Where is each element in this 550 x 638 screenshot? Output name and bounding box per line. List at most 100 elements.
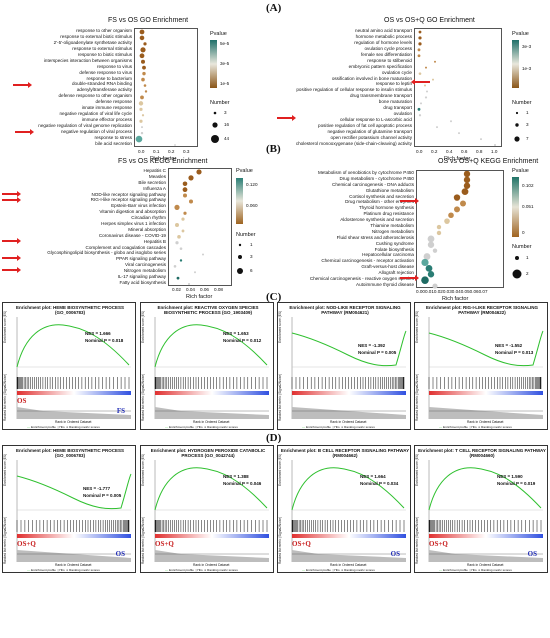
kegg1-number-title: Number bbox=[236, 232, 256, 238]
kegg2-term-label: Aldosterone synthesis and secretion bbox=[340, 217, 414, 223]
kegg2-term-label: Autoimmune thyroid disease bbox=[356, 281, 414, 287]
gsea-group-left: OS bbox=[17, 397, 27, 405]
go2-dot bbox=[417, 48, 421, 52]
kegg1-term-label: Measles bbox=[148, 173, 166, 179]
gsea-ylabel2: Ranked list metric (Signal2Noise) bbox=[141, 516, 145, 564]
kegg2-term-label: Drug metabolism - cytochrome P450 bbox=[339, 175, 414, 181]
go2-term-label: response to stilbenoid bbox=[367, 57, 412, 63]
go2-size-label: 3 bbox=[526, 122, 529, 127]
kegg2-arrow-glutathione bbox=[400, 197, 419, 204]
kegg2-dot bbox=[427, 271, 435, 278]
go2-size-label: 1 bbox=[526, 110, 529, 115]
gsea-legend-hits: Hits bbox=[334, 425, 340, 429]
go2-dot bbox=[417, 107, 421, 111]
gsea-legend-profile: Enrichment profile bbox=[168, 568, 194, 572]
gsea-xlabel: Rank in Ordered Dataset bbox=[467, 563, 504, 567]
gsea-pvalue: Nominal P = 0.019 bbox=[497, 481, 536, 486]
gsea-pvalue: Nominal P = 0.012 bbox=[223, 338, 262, 343]
go2-term-label: hormone metabolic process bbox=[355, 33, 412, 39]
gsea-chart bbox=[428, 317, 544, 419]
kegg1-term-label: Coronavirus disease - COVID-19 bbox=[98, 232, 166, 238]
go2-cbar-label: 1e-3 bbox=[522, 66, 532, 71]
go1-term-label: bile acid secretion bbox=[95, 140, 132, 146]
gsea-title: Enrichment plot: HEME BIOSYNTHETIC PROCE… bbox=[15, 448, 124, 459]
go2-dot bbox=[436, 126, 438, 129]
go2-dot bbox=[432, 78, 434, 81]
gsea-legend-ranking: Ranking metric scores bbox=[344, 425, 375, 429]
go2-number-title: Number bbox=[512, 100, 532, 106]
kegg2-term-label: Drug metabolism - other enzymes bbox=[345, 199, 414, 205]
gsea-legend-hits: Hits bbox=[334, 568, 340, 572]
gsea-legend-profile: Enrichment profile bbox=[442, 425, 468, 429]
go2-dot bbox=[424, 96, 428, 99]
go2-dot bbox=[418, 30, 422, 34]
kegg1-term-label: Hepatitis B bbox=[143, 238, 166, 244]
gsea-pvalue: Nominal P = 0.034 bbox=[360, 481, 399, 486]
kegg2-dots bbox=[421, 170, 471, 289]
gsea-ylabel2: Ranked list metric (Signal2Noise) bbox=[415, 516, 419, 564]
gsea-legend: — Enrichment profile | Hits ■ Ranking me… bbox=[439, 568, 512, 572]
kegg2-term-label: Thiamine metabolism bbox=[370, 223, 414, 229]
gsea-pvalue: Nominal P = 0.005 bbox=[83, 493, 122, 498]
kegg2-term-label: Thyroid hormone synthesis bbox=[358, 205, 414, 211]
go2-dot bbox=[458, 132, 460, 135]
gsea-legend: — Enrichment profile | Hits ■ Ranking me… bbox=[27, 568, 100, 572]
gsea-nes: NES = -1.777 bbox=[83, 486, 111, 491]
gsea-legend-ranking: Ranking metric scores bbox=[481, 568, 512, 572]
gsea-nes: NES = 1.666 bbox=[85, 331, 111, 336]
kegg2-term-label: Hepatocellular carcinoma bbox=[362, 252, 414, 258]
kegg1-term-label: Influenza A bbox=[143, 185, 166, 191]
kegg1-pvalue-title: Pvalue bbox=[236, 168, 253, 174]
kegg2-term-label: Cortisol synthesis and secretion bbox=[349, 193, 414, 199]
go2-xtick: 0.6 bbox=[461, 149, 468, 154]
kegg1-dot bbox=[202, 253, 204, 256]
kegg1-cbar-label: 0.120 bbox=[246, 182, 258, 187]
go2-size-legend bbox=[514, 111, 520, 142]
gsea-pvalue: Nominal P = 0.018 bbox=[85, 338, 124, 343]
kegg1-term-label: Fatty acid biosynthesis bbox=[119, 279, 166, 285]
go1-dot bbox=[139, 119, 143, 123]
kegg2-term-label: Fluid shear stress and atherosclerosis bbox=[336, 234, 414, 240]
gsea-nes: NES = 1.653 bbox=[223, 331, 249, 336]
kegg1-dot bbox=[188, 283, 190, 286]
kegg1-dot bbox=[176, 276, 180, 280]
kegg1-xtick: 0.06 bbox=[200, 287, 209, 292]
kegg2-dot bbox=[427, 241, 435, 248]
go2-term-label: negative regulation of glutamine transpo… bbox=[327, 128, 412, 134]
panel-label-b: (B) bbox=[266, 143, 281, 155]
kegg2-plot-area bbox=[416, 170, 504, 289]
gsea-legend-profile: Enrichment profile bbox=[305, 568, 331, 572]
kegg2-number-title: Number bbox=[512, 244, 532, 250]
gsea-legend-profile: Enrichment profile bbox=[30, 568, 56, 572]
gsea-nes: NES = -1.552 bbox=[495, 343, 523, 348]
go1-xlabel: Rich factor bbox=[150, 156, 177, 162]
go2-term-label: ovulation bbox=[393, 111, 412, 117]
go1-term-label: negative regulation of viral genome repl… bbox=[38, 123, 132, 128]
go1-pvalue-title: Pvalue bbox=[210, 31, 227, 37]
go1-title: FS vs OS GO Enrichment bbox=[108, 17, 189, 24]
go1-dot bbox=[139, 107, 143, 111]
go1-size-label: 44 bbox=[224, 136, 230, 141]
gsea-legend-ranking: Ranking metric scores bbox=[69, 425, 100, 429]
kegg1-dot bbox=[181, 217, 185, 221]
go2-dot bbox=[418, 72, 422, 75]
go2-colorbar bbox=[512, 40, 519, 88]
kegg2-dot bbox=[432, 248, 438, 253]
gsea-legend: — Enrichment profile | Hits ■ Ranking me… bbox=[302, 568, 375, 572]
kegg2-term-label: Metabolism of xenobiotics by cytochrome … bbox=[317, 170, 414, 175]
kegg1-cbar-label: 0.060 bbox=[246, 203, 258, 208]
go2-dot bbox=[424, 84, 426, 87]
go1-cbar-label: 3e-5 bbox=[220, 61, 230, 66]
go1-arrow-response-stress bbox=[15, 128, 34, 135]
gsea-ylabel: Enrichment score (ES) bbox=[278, 310, 282, 343]
kegg2-arrow-ros bbox=[400, 274, 419, 281]
go1-dots bbox=[135, 29, 176, 146]
go2-term-label: drug transport bbox=[383, 105, 412, 111]
kegg1-term-label: IL-17 signaling pathway bbox=[117, 274, 166, 280]
kegg2-terms: Metabolism of xenobiotics by cytochrome … bbox=[270, 170, 414, 288]
go1-dot bbox=[140, 95, 144, 100]
kegg1-dot bbox=[173, 265, 177, 268]
kegg2-pvalue-title: Pvalue bbox=[512, 168, 529, 174]
go2-arrow-leptin bbox=[414, 81, 430, 83]
gsea-legend-profile: Enrichment profile bbox=[30, 425, 56, 429]
